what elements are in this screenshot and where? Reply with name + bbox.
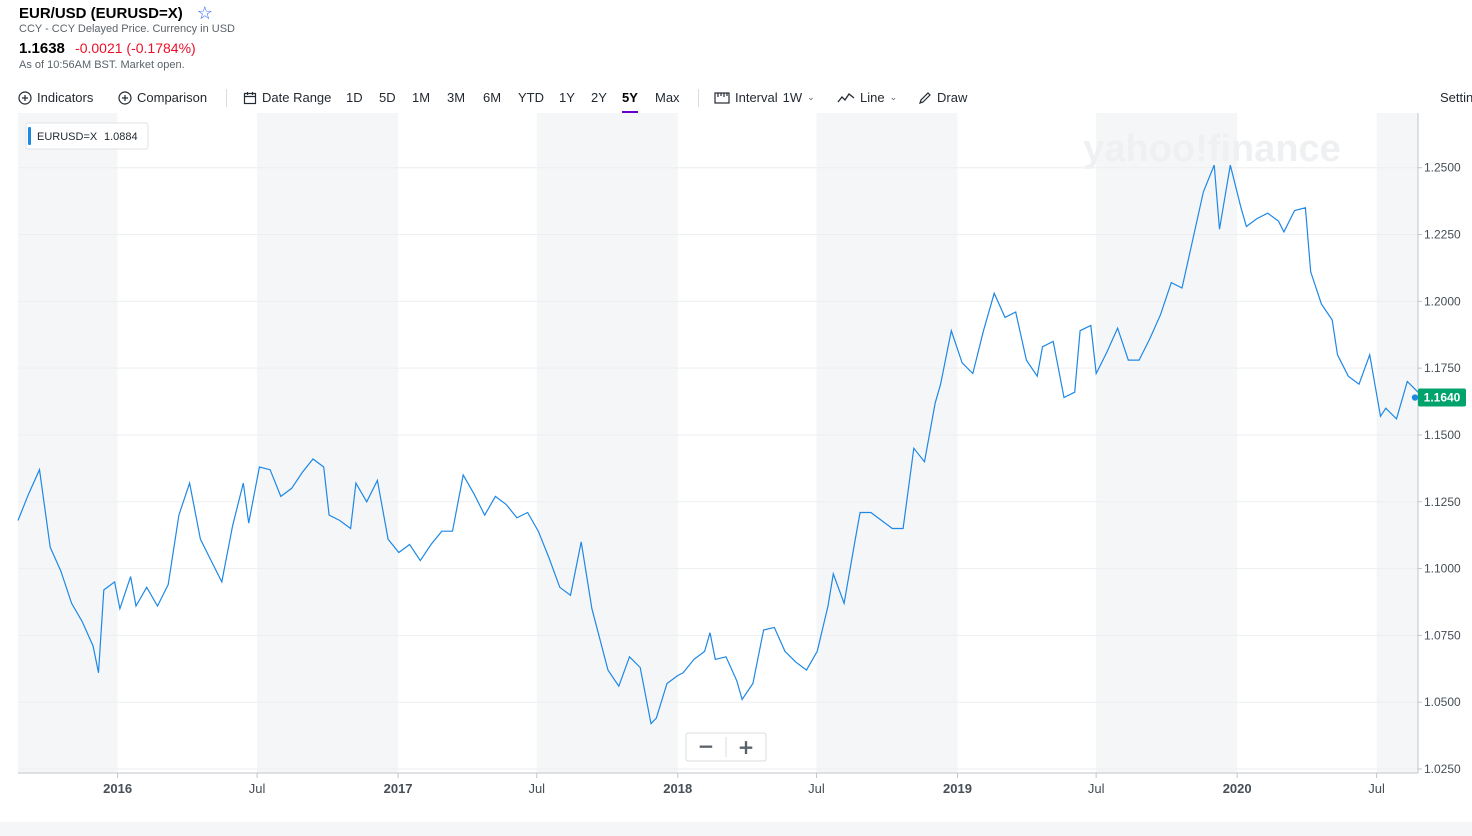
zoom-controls: − + [685,732,767,762]
chart-toolbar: Indicators Comparison Date Range 1D 5D 1… [0,84,1472,114]
legend-value: 1.0884 [104,131,138,143]
plus-circle-icon [118,90,132,105]
range-1y[interactable]: 1Y [559,90,575,105]
range-1d[interactable]: 1D [346,90,363,105]
comparison-label: Comparison [137,90,208,105]
price-chart[interactable]: yahoo!finance 1.25001.22501.20001.17501.… [0,113,1472,822]
period-band [1096,113,1238,773]
axes [18,113,1419,774]
gridlines [18,167,1418,770]
line-chart-icon [837,92,855,102]
x-tick-label: Jul [1088,781,1105,796]
chart-type-label: Line [860,90,885,105]
range-max[interactable]: Max [655,90,680,105]
plus-circle-icon [18,90,32,105]
comparison-button[interactable]: Comparison [118,90,207,105]
x-tick-label: 2017 [384,781,413,796]
x-tick-label: Jul [808,781,825,796]
y-tick-label: 1.1500 [1424,428,1461,442]
draw-label: Draw [937,90,968,105]
period-band [257,113,399,773]
last-price-label: 1.1640 [1424,391,1461,405]
range-5y[interactable]: 5Y [622,90,638,114]
last-price-dot [1411,394,1419,401]
x-tick-label: 2019 [943,781,972,796]
period-band [1376,113,1418,773]
x-tick-label: Jul [249,781,266,796]
y-tick-label: 1.1750 [1424,361,1461,375]
quote-title: EUR/USD (EURUSD=X) ☆ [19,4,213,22]
x-tick-label: Jul [1368,781,1385,796]
zoom-in-button[interactable]: + [738,735,755,759]
indicators-label: Indicators [37,90,94,105]
chevron-down-icon: ⌄ [889,92,898,102]
x-axis-ticks: 2016 Jul 2017 Jul 2018 Jul 2019 Jul 2020 Jul [103,773,1385,796]
chart-type-button[interactable]: Line ⌄ [837,90,897,105]
range-2y[interactable]: 2Y [591,90,607,105]
draw-button[interactable]: Draw [918,90,967,105]
interval-value: 1W [782,90,803,105]
settings-button[interactable]: Settings [1435,90,1472,105]
chevron-down-icon: ⌄ [807,92,815,102]
x-tick-label: 2018 [663,781,692,796]
interval-button[interactable]: Interval 1W ⌄ [714,90,815,105]
range-1m[interactable]: 1M [412,90,431,105]
toolbar-divider [698,89,699,107]
range-ytd[interactable]: YTD [518,90,544,105]
y-tick-label: 1.2250 [1424,228,1461,242]
calendar-icon [243,91,257,104]
y-tick-label: 1.0250 [1424,762,1461,776]
period-band [536,113,678,773]
as-of-text: As of 10:56AM BST. Market open. [19,59,185,71]
bottom-bar [0,822,1472,836]
y-tick-label: 1.2500 [1424,161,1461,175]
settings-label: Settings [1440,90,1472,105]
ruler-icon [714,91,730,104]
zoom-out-button[interactable]: − [698,734,715,758]
price-value: 1.1638 [19,40,65,57]
y-tick-label: 1.2000 [1424,294,1461,308]
quote-price: 1.1638 -0.0021 (-0.1784%) [19,40,196,57]
y-tick-label: 1.1250 [1424,495,1461,509]
last-price-marker: 1.1640 [1411,388,1466,407]
y-tick-label: 1.1000 [1424,562,1461,576]
x-tick-label: 2020 [1223,781,1252,796]
yahoo-finance-watermark: yahoo!finance [1083,128,1341,170]
y-axis-ticks: 1.2500 1.2250 1.2000 1.1750 1.1500 1.1250 1.10… [1418,161,1461,776]
y-tick-label: 1.0500 [1424,695,1461,709]
legend-symbol: EURUSD=X [37,131,98,143]
y-tick-label: 1.0750 [1424,628,1461,642]
range-5d[interactable]: 5D [379,90,396,105]
range-3m[interactable]: 3M [447,90,466,105]
date-range-label: Date Range [262,90,332,105]
price-change: -0.0021 (-0.1784%) [75,40,196,56]
period-band [816,113,958,773]
eurusd-series-line [17,164,1419,725]
legend-box[interactable]: EURUSD=X 1.0884 [25,122,149,150]
quote-subtitle: CCY - CCY Delayed Price. Currency in USD [19,23,235,35]
pencil-icon [919,91,931,104]
toolbar-divider [226,89,227,107]
last-price-badge [1418,388,1466,407]
x-tick-label: 2016 [103,781,132,796]
x-tick-label: Jul [528,781,545,796]
symbol-name: EUR/USD (EURUSD=X) [19,4,183,22]
period-band [18,113,118,773]
range-6m[interactable]: 6M [483,90,502,105]
interval-label: Interval [735,90,778,105]
date-range-button[interactable]: Date Range [243,90,331,105]
star-icon[interactable]: ☆ [196,3,213,23]
indicators-button[interactable]: Indicators [18,90,93,105]
year-bands [18,113,1418,773]
